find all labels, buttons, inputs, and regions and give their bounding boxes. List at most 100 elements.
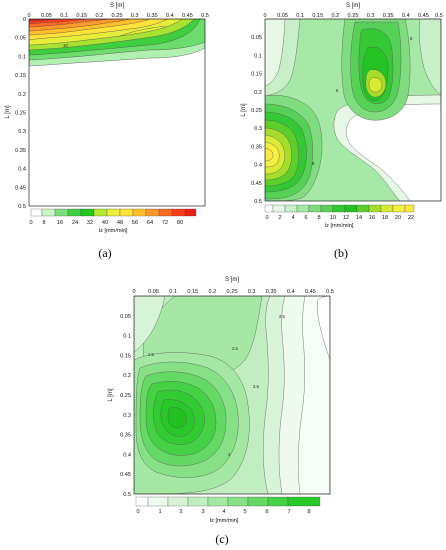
x-tick: 0 [27,13,30,19]
y-tick: 0.15 [120,353,131,359]
y-tick: 0.5 [123,492,131,498]
panel-a-y-axis-title: L [m] [5,105,11,118]
legend-tick: 72 [162,220,168,226]
legend-tick: 10 [330,215,336,221]
panel-b: S [m] 0 0.05 0.1 0.15 0.2 0.25 0.3 0.35 … [241,3,443,260]
legend-tick: 40 [102,220,108,226]
legend-tick: 4 [222,509,225,515]
x-tick: 0.35 [383,13,394,19]
x-tick: 0.2 [332,13,340,19]
x-tick: 0.5 [435,13,443,19]
y-tick: 0.4 [254,163,262,169]
y-tick: 0.2 [123,373,131,379]
legend-tick: 4 [291,215,294,221]
legend-tick: 12 [343,215,349,221]
panel-c: S [m] 0 0.05 0.1 0.15 0.2 0.25 0.3 0.35 … [108,277,334,546]
x-tick: 0.1 [60,13,68,19]
legend-tick: 3 [201,509,204,515]
x-tick: 0.3 [131,13,139,19]
panel-a-x-ticks: 0 0.05 0.1 0.15 0.2 0.25 0.3 0.35 0.4 0.… [27,13,208,19]
panel-c-y-ticks: 0.05 0.1 0.15 0.2 0.25 0.3 0.35 0.4 0.45… [120,314,131,498]
y-tick: 0.1 [123,334,131,340]
y-tick: 0.3 [254,126,262,132]
panel-c-y-axis-title: L [m] [108,388,114,401]
y-tick: 0.35 [15,148,26,154]
contour-label: 5 [336,88,339,93]
contour-label: 6 [410,36,413,41]
legend-tick: 16 [57,220,63,226]
x-tick: 0.3 [367,13,375,19]
legend-tick: 0 [136,509,139,515]
y-tick: 0.1 [254,53,262,59]
contour-label: 8 [312,161,315,166]
x-tick: 0.4 [287,289,295,295]
panel-b-x-axis-title: S [m] [346,3,360,9]
legend-title: Iz [mm/min] [210,518,239,524]
legend-tick: 32 [87,220,93,226]
y-tick: 0.35 [120,433,131,439]
legend-tick: 8 [42,220,45,226]
x-tick: 0.25 [227,289,238,295]
legend-tick: 24 [72,220,78,226]
x-tick: 0.35 [147,13,158,19]
legend-tick: 64 [147,220,153,226]
panel-c-colorbar: 0 1 2 3 4 5 6 7 8 Iz [mm/min] [135,496,321,524]
panel-a-colorbar: 0 8 16 24 32 40 48 56 64 72 80 Iz [mm/mi… [29,208,197,234]
legend-tick: 80 [177,220,183,226]
panel-b-label: (b) [334,246,348,260]
x-tick: 0.05 [148,289,159,295]
y-tick: 0.45 [15,185,26,191]
x-tick: 0.45 [182,13,193,19]
x-tick: 0.25 [112,13,123,19]
y-tick: 0.2 [18,92,26,98]
y-tick: 0.45 [120,472,131,478]
y-tick: 0.25 [15,111,26,117]
legend-tick: 16 [369,215,375,221]
contour-label: 2.5 [279,314,285,319]
panel-b-contour-field: 5 6 8 [265,19,441,201]
y-tick: 0 [23,17,26,23]
panel-a-label: (a) [98,246,111,260]
y-tick: 0.1 [18,54,26,60]
contour-label: 4 [228,452,231,457]
legend-tick: 1 [158,509,161,515]
x-tick: 0.15 [187,289,198,295]
x-tick: 0.3 [248,289,256,295]
x-tick: 0.2 [209,289,217,295]
y-tick: 0.45 [251,181,262,187]
x-tick: 0.25 [348,13,359,19]
y-tick: 0.05 [251,35,262,41]
legend-tick: 48 [117,220,123,226]
y-tick: 0.05 [120,314,131,320]
y-tick: 0.15 [251,72,262,78]
legend-tick: 2 [179,509,182,515]
panel-b-y-axis-title: L [m] [241,103,247,116]
y-tick: 0.4 [18,167,26,173]
x-tick: 0.5 [326,289,334,295]
panel-a-y-ticks: 0 0.05 0.1 0.15 0.2 0.25 0.3 0.35 0.4 0.… [15,17,26,210]
contour-label: 2.5 [232,346,238,351]
y-tick: 0.15 [15,73,26,79]
y-tick: 0.5 [254,199,262,205]
panel-b-y-ticks: 0.05 0.1 0.15 0.2 0.25 0.3 0.35 0.4 0.45… [251,35,262,205]
x-tick: 0 [132,289,135,295]
panel-c-label: (c) [215,532,228,546]
legend-tick: 18 [382,215,388,221]
legend-tick: 0 [265,215,268,221]
panel-a-plot-frame [28,18,206,207]
x-tick: 0.45 [418,13,429,19]
y-tick: 0.3 [123,413,131,419]
legend-tick: 22 [408,215,414,221]
panel-c-x-ticks: 0 0.05 0.1 0.15 0.2 0.25 0.3 0.35 0.4 0.… [132,289,333,295]
legend-tick: 6 [304,215,307,221]
x-tick: 0.5 [201,13,209,19]
panel-b-colorbar: 0 2 4 6 8 10 12 14 16 18 20 22 Iz [mm/mi… [264,204,415,229]
y-tick: 0.5 [18,204,26,210]
x-tick: 0.4 [402,13,410,19]
legend-tick: 2 [278,215,281,221]
legend-tick: 20 [395,215,401,221]
x-tick: 0.2 [96,13,104,19]
y-tick: 0.25 [120,393,131,399]
contour-label: 10 [63,43,68,48]
y-tick: 0.3 [18,129,26,135]
